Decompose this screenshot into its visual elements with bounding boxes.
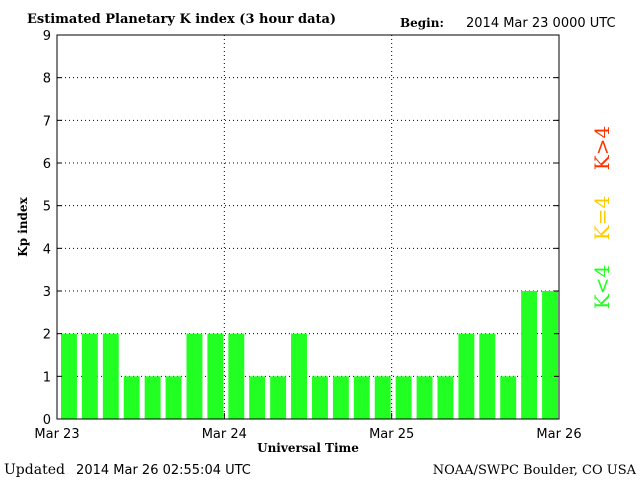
bars-group	[61, 291, 558, 419]
bar-13	[332, 376, 349, 419]
bar-5	[165, 376, 182, 419]
legend-item-2: K>4	[590, 126, 614, 170]
x-axis-ticks: Mar 23 Mar 24 Mar 25 Mar 26	[34, 413, 582, 442]
credit-text: NOAA/SWPC Boulder, CO USA	[433, 463, 637, 478]
bar-2	[102, 333, 119, 419]
chart-title: Estimated Planetary K index (3 hour data…	[27, 12, 336, 27]
bar-17	[416, 376, 433, 419]
bar-16	[395, 376, 412, 419]
y-tick-label-5: 5	[43, 200, 51, 215]
bar-21	[500, 376, 517, 419]
x-tick-label-3: Mar 26	[536, 427, 581, 442]
plot-frame	[56, 34, 560, 420]
bar-10	[270, 376, 287, 419]
y-tick-label-4: 4	[43, 242, 51, 257]
grid-lines	[57, 35, 559, 419]
y-tick-label-6: 6	[43, 157, 51, 172]
y-axis-ticks: 0 1 2 3 4 5 6 7 8 9	[43, 29, 559, 428]
bar-0	[61, 333, 77, 419]
y-tick-label-1: 1	[43, 370, 51, 385]
legend-item-0: K<4	[590, 265, 614, 309]
y-tick-label-3: 3	[43, 285, 51, 300]
bar-14	[353, 376, 370, 419]
bar-8	[228, 333, 245, 419]
bar-18	[437, 376, 454, 419]
x-tick-label-2: Mar 25	[369, 427, 414, 442]
x-axis-label: Universal Time	[257, 441, 359, 455]
bar-23	[542, 291, 558, 419]
bar-12	[312, 376, 328, 419]
bar-11	[291, 333, 307, 419]
bar-19	[458, 333, 475, 419]
bar-9	[249, 376, 266, 419]
y-tick-label-0: 0	[43, 413, 51, 428]
legend-item-1: K=4	[590, 196, 614, 240]
y-axis-label: Kp index	[16, 196, 30, 256]
bar-6	[186, 333, 203, 419]
x-tick-label-0: Mar 23	[34, 427, 79, 442]
begin-label: Begin:	[400, 16, 444, 30]
updated-label: Updated	[4, 462, 65, 478]
bar-22	[521, 291, 538, 419]
legend: K<4 K=4 K>4	[590, 126, 614, 309]
updated-value: 2014 Mar 26 02:55:04 UTC	[76, 463, 251, 478]
bar-3	[123, 376, 140, 419]
begin-value: 2014 Mar 23 0000 UTC	[466, 16, 616, 31]
y-tick-label-8: 8	[43, 72, 51, 87]
bar-7	[207, 333, 224, 419]
y-tick-label-7: 7	[43, 114, 51, 129]
x-tick-label-1: Mar 24	[202, 427, 247, 442]
bar-4	[144, 376, 161, 419]
updated-text: Updated 2014 Mar 26 02:55:04 UTC	[4, 459, 251, 478]
y-tick-label-9: 9	[43, 29, 51, 44]
bar-1	[81, 333, 98, 419]
bar-15	[374, 376, 391, 419]
y-tick-label-2: 2	[43, 328, 51, 343]
bar-20	[479, 333, 496, 419]
